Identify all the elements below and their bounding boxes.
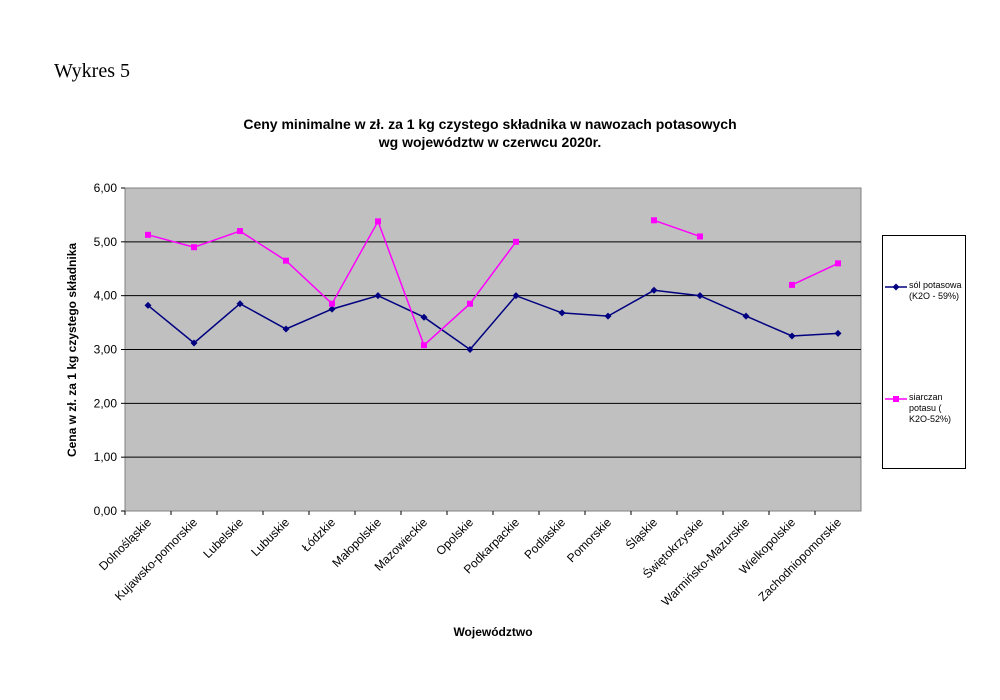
data-point: [420, 313, 428, 321]
data-point: [834, 329, 842, 337]
series-layer: [144, 217, 842, 353]
x-tick-label: Śląskie: [622, 514, 660, 552]
series-line: [791, 262, 839, 286]
data-point: [789, 281, 795, 288]
chart-title-line-1: Ceny minimalne w zł. za 1 kg czystego sk…: [243, 116, 737, 132]
document-label: Wykres 5: [54, 60, 130, 82]
x-tick-label: Pomorskie: [564, 515, 614, 565]
data-point: [467, 300, 473, 307]
x-tick-label: Zachodniopomorskie: [755, 515, 844, 604]
y-tick-label: 2,00: [94, 396, 118, 410]
data-point: [329, 300, 335, 307]
data-point: [651, 217, 657, 224]
data-point: [374, 292, 382, 300]
x-tick-label: Opolskie: [433, 515, 476, 558]
y-tick-label: 3,00: [94, 343, 118, 357]
x-tick-label: Podlaskie: [521, 515, 568, 562]
data-point: [788, 332, 796, 340]
data-point: [696, 292, 704, 300]
x-tick-label: Lubuskie: [248, 515, 292, 559]
x-axis-title: Województwo: [453, 625, 532, 639]
data-point: [835, 260, 841, 267]
data-point: [190, 339, 198, 347]
legend: sól potasowa (K2O - 59%) siarczan potasu…: [882, 235, 966, 469]
y-axis-title: Cena w zł. za 1 kg czystego składnika: [65, 243, 79, 457]
legend-label-sol-potasowa: sól potasowa (K2O - 59%): [909, 280, 962, 301]
data-point: [191, 244, 197, 251]
legend-label-siarczan-potasu: siarczan potasu ( K2O-52%): [909, 392, 952, 424]
y-tick-label: 0,00: [94, 504, 118, 518]
legend-swatch-siarczan-potasu: [885, 396, 907, 402]
data-point: [421, 342, 427, 349]
data-point: [282, 325, 290, 333]
data-point: [742, 312, 750, 320]
y-tick-label: 5,00: [94, 235, 118, 249]
x-tick-label: Łódzkie: [299, 515, 338, 554]
y-axis-ticks: 0,00 1,00 2,00 3,00 4,00 5,00 6,00: [94, 181, 125, 518]
legend-swatch-sol-potasowa: [885, 283, 907, 291]
series-1: [145, 217, 841, 349]
y-tick-label: 1,00: [94, 450, 118, 464]
data-point: [375, 218, 381, 225]
data-point: [466, 346, 474, 353]
data-point: [512, 292, 520, 300]
chart-title: Ceny minimalne w zł. za 1 kg czystego sk…: [180, 115, 800, 151]
y-tick-label: 6,00: [94, 181, 118, 195]
series-0: [144, 286, 842, 353]
data-point: [283, 257, 289, 264]
x-tick-label: Lubelskie: [200, 515, 246, 561]
x-tick-label: Kujawsko-pomorskie: [112, 515, 200, 603]
chart-title-line-2: wg województw w czerwcu 2020r.: [378, 134, 602, 150]
data-point: [145, 231, 151, 238]
data-point: [558, 309, 566, 317]
gridlines: [125, 241, 861, 458]
x-tick-label: Warmińsko-Mazurskie: [659, 515, 753, 609]
series-line: [653, 219, 701, 238]
data-point: [328, 305, 336, 313]
data-point: [513, 238, 519, 245]
data-point: [237, 228, 243, 235]
series-line: [147, 289, 839, 351]
data-point: [144, 301, 152, 309]
data-point: [604, 312, 612, 320]
y-tick-label: 4,00: [94, 289, 118, 303]
data-point: [650, 286, 658, 294]
data-point: [697, 233, 703, 240]
data-point: [236, 300, 244, 308]
